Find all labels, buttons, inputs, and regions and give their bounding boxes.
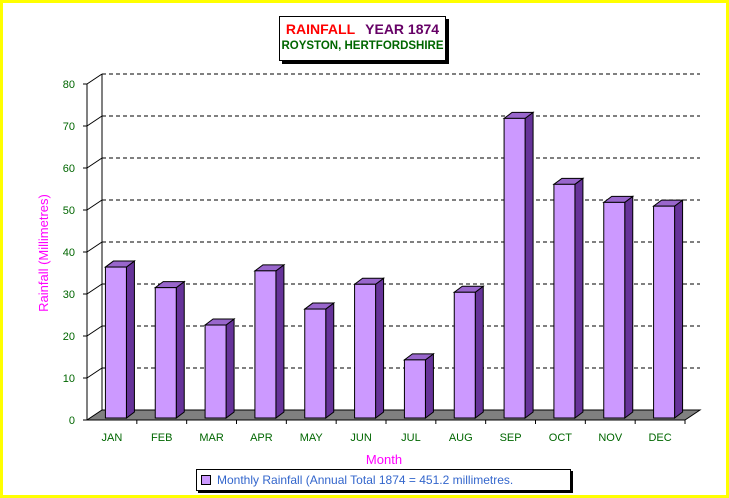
wall-diagonal <box>86 367 103 379</box>
x-tick-label: AUG <box>449 432 473 444</box>
bars <box>103 111 685 419</box>
bar-front <box>553 183 576 419</box>
bar-front <box>254 270 277 419</box>
bar <box>602 195 635 419</box>
chart-title: RAINFALL YEAR 1874 <box>280 21 445 37</box>
x-tick-label: OCT <box>549 432 573 444</box>
bar-side <box>524 111 534 419</box>
bar <box>303 302 336 419</box>
legend-label: Monthly Rainfall (Annual Total 1874 = 45… <box>217 473 514 487</box>
x-tick-label: NOV <box>598 432 623 444</box>
legend-swatch <box>201 475 211 485</box>
y-tick-label: 20 <box>63 331 75 343</box>
wall-diagonal <box>86 73 103 85</box>
bar <box>103 260 136 419</box>
bar-side <box>225 318 235 419</box>
bar-side <box>474 285 484 419</box>
wall-diagonal <box>86 283 103 295</box>
y-tick-label: 0 <box>69 415 75 427</box>
bar-front <box>304 308 327 419</box>
bar-side <box>275 263 285 419</box>
x-tick-label: MAR <box>199 432 224 444</box>
chart-subtitle: ROYSTON, HERTFORDSHIRE <box>281 40 444 52</box>
y-tick-label: 40 <box>63 247 75 259</box>
bar-front <box>104 266 127 419</box>
bar-side <box>375 277 385 419</box>
bar-front <box>453 291 476 419</box>
y-tick-label: 30 <box>63 289 75 301</box>
wall-diagonal <box>86 115 103 127</box>
title-rainfall: RAINFALL <box>285 21 356 37</box>
x-tick-label: JUL <box>401 432 421 444</box>
x-tick-label: JAN <box>102 432 123 444</box>
bar-front <box>603 201 626 419</box>
bar <box>203 318 236 419</box>
bar-side <box>325 302 335 419</box>
axes <box>83 83 686 424</box>
x-axis-title: Month <box>366 452 402 467</box>
bar-front <box>154 287 177 419</box>
gridlines <box>86 73 700 410</box>
bar <box>652 199 685 419</box>
y-tick-label: 10 <box>63 373 75 385</box>
bar <box>353 277 386 419</box>
bar-front <box>503 117 526 419</box>
bar-side <box>125 260 135 419</box>
wall-diagonal <box>86 199 103 211</box>
bar <box>552 177 585 419</box>
y-tick-label: 80 <box>63 79 75 91</box>
bar-side <box>175 280 185 419</box>
bar-side <box>424 352 434 419</box>
legend: Monthly Rainfall (Annual Total 1874 = 45… <box>196 469 571 491</box>
y-tick-label: 70 <box>63 121 75 133</box>
x-tick-label: JUN <box>350 432 371 444</box>
bar <box>502 111 535 419</box>
x-tick-label: FEB <box>151 432 172 444</box>
bar-side <box>624 195 634 419</box>
bar-front <box>653 205 676 419</box>
bar <box>402 352 435 419</box>
bar <box>452 285 485 419</box>
y-tick-labels: 0 10 20 30 40 50 60 70 80 <box>63 79 75 427</box>
x-tick-label: MAY <box>300 432 324 444</box>
wall-diagonal <box>86 157 103 169</box>
title-year: YEAR 1874 <box>365 21 440 37</box>
wall-diagonal <box>86 241 103 253</box>
bar-side <box>674 199 684 419</box>
bar-front <box>354 283 377 419</box>
x-tick-label: SEP <box>500 432 522 444</box>
bar <box>153 280 186 419</box>
bar-front <box>403 359 426 419</box>
title-box: RAINFALL YEAR 1874 ROYSTON, HERTFORDSHIRE <box>279 16 446 61</box>
x-tick-label: APR <box>250 432 273 444</box>
wall-diagonal <box>86 325 103 337</box>
y-axis-title: Rainfall (Millimetres) <box>36 194 51 312</box>
bar-side <box>574 177 584 419</box>
y-tick-label: 50 <box>63 205 75 217</box>
bar <box>253 263 286 419</box>
bar-front <box>204 324 227 419</box>
y-tick-label: 60 <box>63 163 75 175</box>
x-tick-labels: JAN FEB MAR APR MAY JUN JUL AUG SEP OCT NOV DEC <box>102 432 672 444</box>
x-tick-label: DEC <box>648 432 671 444</box>
